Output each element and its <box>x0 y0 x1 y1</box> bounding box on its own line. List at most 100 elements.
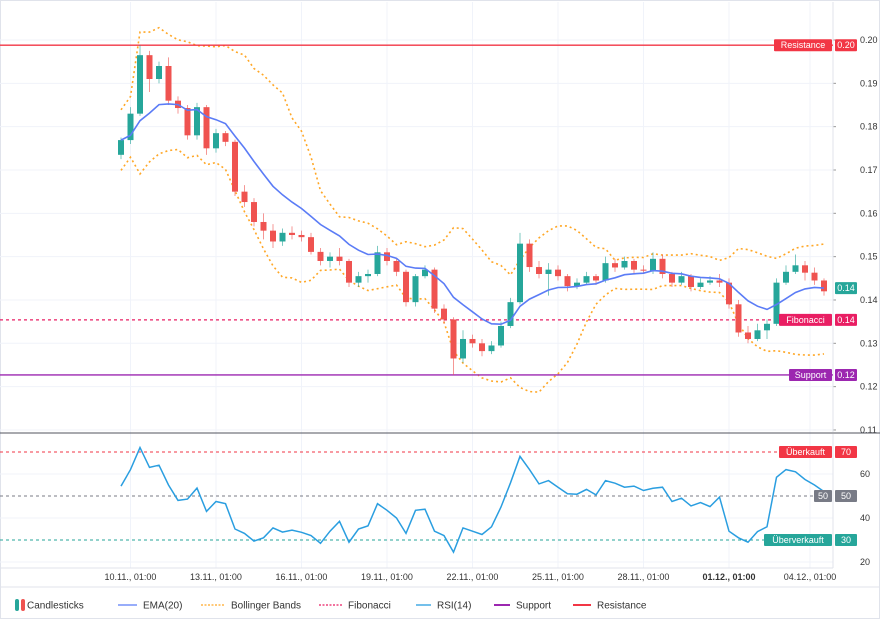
price-levels <box>0 44 833 376</box>
candle <box>260 213 267 240</box>
level-label-box <box>779 313 832 326</box>
candle-body <box>374 252 381 274</box>
rsi-pane <box>0 445 833 554</box>
candle-body <box>555 269 561 277</box>
candle-body <box>412 276 419 303</box>
candle-body <box>393 260 400 272</box>
level-label: Fibonacci <box>786 315 825 325</box>
candle <box>488 341 495 355</box>
candle-body <box>726 282 732 305</box>
last-price-box <box>835 282 857 295</box>
candle <box>716 273 723 287</box>
candle-body <box>365 273 371 277</box>
candle-body <box>460 338 466 359</box>
bollinger-upper-band <box>120 26 825 277</box>
candle-body <box>232 141 238 192</box>
candle <box>764 319 770 339</box>
candle <box>602 256 609 283</box>
candle <box>659 254 666 279</box>
candle-body <box>754 330 761 339</box>
legend-label: EMA(20) <box>143 601 182 612</box>
candle-body <box>697 282 704 287</box>
legend-item[interactable]: EMA(20) <box>118 601 182 612</box>
time-tick-label: 10.11., 01:00 <box>105 572 157 582</box>
candle <box>802 260 808 281</box>
candle-body <box>811 272 818 281</box>
level-value-box <box>835 313 857 326</box>
candle <box>754 323 761 342</box>
candle-body <box>526 243 533 268</box>
candle <box>821 278 827 296</box>
candle-body <box>773 282 780 324</box>
candle <box>336 247 343 266</box>
candle-body <box>279 232 286 242</box>
legend-item[interactable]: Fibonacci <box>319 601 391 612</box>
candle <box>146 50 153 92</box>
candlesticks <box>118 45 827 375</box>
time-tick-label: 28.11., 01:00 <box>618 572 670 582</box>
candle <box>384 247 390 266</box>
candle <box>213 128 219 153</box>
candle <box>194 102 200 140</box>
candle-body <box>346 260 352 283</box>
candle <box>783 265 789 285</box>
candle <box>279 228 286 246</box>
legend-label: Support <box>516 601 551 612</box>
candle-body <box>507 302 514 326</box>
level-label: Support <box>795 370 827 380</box>
candle <box>327 252 333 268</box>
candle <box>422 265 428 279</box>
candle <box>412 273 419 307</box>
candle <box>241 185 248 207</box>
candle <box>403 269 409 307</box>
candle-body <box>735 304 742 333</box>
candle <box>507 297 514 329</box>
candle <box>374 245 381 277</box>
candle-body <box>545 269 552 274</box>
candle-body <box>574 282 580 287</box>
rsi-tick-label: 40 <box>860 513 870 523</box>
legend-item[interactable]: RSI(14) <box>416 601 471 612</box>
legend-item[interactable]: Candlesticks <box>15 599 84 612</box>
candle-body <box>488 345 495 352</box>
candle <box>298 230 305 242</box>
price-tick-label: 0.17 <box>860 165 878 175</box>
rsi-tick-label: 20 <box>860 557 870 567</box>
candle-body <box>118 140 124 155</box>
candle-body <box>612 263 618 268</box>
candlestick-up-icon <box>15 599 19 611</box>
rsi-level-value-box <box>835 490 857 502</box>
legend-item[interactable]: Support <box>494 601 551 612</box>
candle-body <box>156 65 162 79</box>
candle <box>317 247 324 266</box>
candle-body <box>621 260 628 268</box>
candle-body <box>270 230 276 242</box>
level-value: 0.20 <box>837 40 855 50</box>
candle-body <box>783 271 789 283</box>
candle <box>270 224 276 248</box>
legend-label: RSI(14) <box>437 601 471 612</box>
candle <box>156 61 162 84</box>
candle-body <box>289 232 295 235</box>
time-tick-label: 13.11., 01:00 <box>190 572 242 582</box>
candle-body <box>146 55 153 79</box>
candlestick-down-icon <box>21 599 25 611</box>
candle-body <box>659 258 666 274</box>
rsi-level-label-box <box>814 490 832 502</box>
legend: Candlesticks EMA(20) Bollinger Bands Fibona… <box>15 599 647 612</box>
candle <box>792 254 799 274</box>
legend-label: Resistance <box>597 601 647 612</box>
candle-body <box>450 319 457 359</box>
price-tick-label: 0.15 <box>860 252 878 262</box>
candle <box>574 278 580 290</box>
candle-body <box>688 276 694 287</box>
candle <box>289 226 295 240</box>
legend-item[interactable]: Bollinger Bands <box>201 601 301 612</box>
candle <box>564 273 571 292</box>
legend-item[interactable]: Resistance <box>573 601 647 612</box>
candle <box>773 278 780 326</box>
candle-body <box>441 308 447 320</box>
candle-body <box>802 265 808 273</box>
